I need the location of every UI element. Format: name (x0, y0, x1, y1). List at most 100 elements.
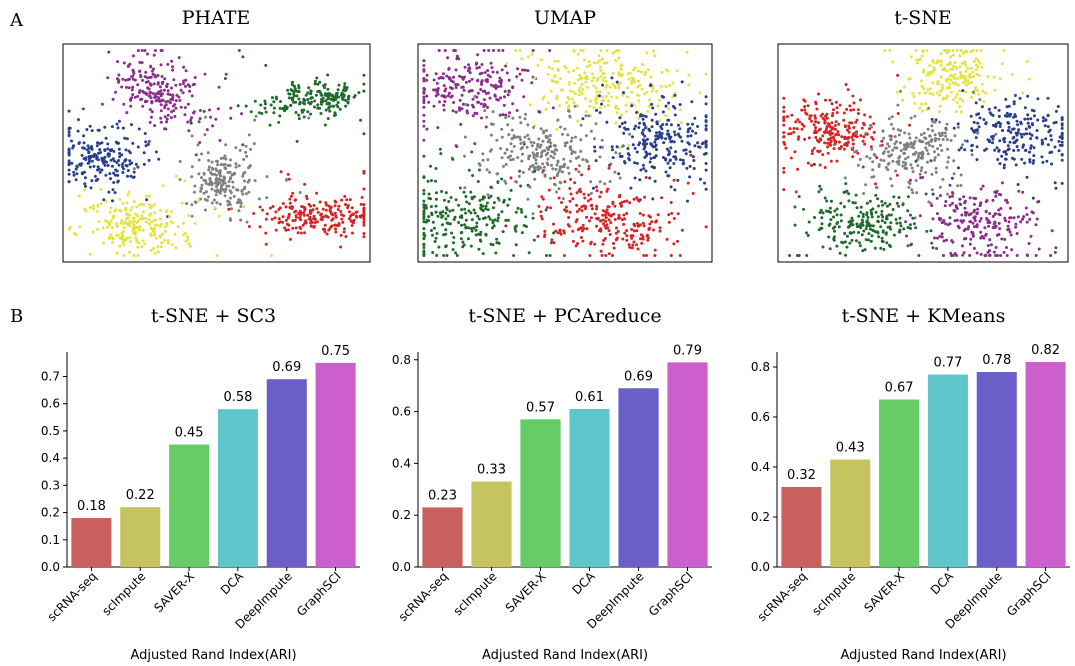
scatter-point (814, 136, 818, 139)
scatter-point (652, 156, 656, 160)
scatter-point (324, 99, 328, 103)
scatter-point (341, 220, 345, 224)
scatter-point (303, 99, 307, 102)
scatter-point (247, 225, 251, 228)
scatter-point (431, 220, 435, 224)
scatter-point (297, 86, 301, 90)
scatter-point (524, 215, 528, 219)
scatter-point (964, 83, 968, 87)
scatter-point (312, 224, 316, 228)
scatter-point (164, 127, 168, 131)
scatter-point (217, 85, 221, 89)
scatter-point (626, 72, 630, 76)
scatter-point (576, 119, 580, 123)
scatter-point (945, 138, 949, 142)
scatter-point (903, 166, 907, 170)
scatter-point (782, 115, 786, 119)
scatter-point (881, 215, 885, 219)
scatter-point (512, 254, 516, 257)
scatter-point (920, 84, 924, 88)
scatter-point (835, 207, 839, 211)
scatter-point (519, 121, 523, 125)
scatter-point (939, 143, 942, 147)
scatter-point (352, 218, 356, 222)
scatter-point (153, 96, 157, 99)
scatter-point (183, 113, 187, 117)
scatter-point (610, 145, 614, 149)
scatter-point (851, 138, 855, 142)
scatter-point (1002, 137, 1006, 141)
scatter-point (1002, 163, 1006, 167)
scatter-point (956, 122, 960, 126)
scatter-point (945, 94, 949, 98)
scatter-point (320, 215, 324, 219)
scatter-point (463, 223, 467, 227)
scatter-point (140, 49, 144, 52)
scatter-point (936, 80, 940, 84)
scatter-point (819, 226, 823, 230)
scatter-point (959, 74, 963, 78)
scatter-point (879, 158, 883, 162)
scatter-point (479, 230, 483, 234)
scatter-point (958, 65, 962, 69)
scatter-point (444, 211, 448, 215)
scatter-point (444, 87, 448, 91)
scatter-point (337, 204, 341, 208)
scatter-point (819, 187, 823, 191)
scatter-point (1035, 129, 1039, 132)
scatter-point (899, 89, 902, 93)
scatter-point (551, 106, 555, 110)
scatter-point (359, 202, 363, 206)
scatter-point (816, 121, 820, 125)
scatter-point (634, 124, 638, 128)
scatter-point (189, 118, 193, 122)
scatter-point (605, 94, 608, 98)
scatter-point (870, 215, 874, 219)
scatter-point (913, 152, 917, 156)
scatter-point (890, 115, 894, 119)
embedding-plots (62, 43, 1069, 263)
scatter-point (299, 211, 303, 215)
scatter-point (495, 97, 499, 101)
scatter-point (599, 190, 603, 194)
scatter-point (584, 114, 588, 118)
scatter-point (906, 155, 910, 159)
scatter-point (917, 58, 921, 62)
scatter-point (467, 90, 471, 93)
scatter-point (600, 99, 604, 103)
scatter-point (530, 144, 534, 148)
scatter-point (587, 164, 591, 168)
scatter-point (1035, 136, 1039, 140)
scatter-point (589, 242, 593, 246)
scatter-point (528, 103, 532, 107)
x-tick-label: scImpute (809, 569, 858, 618)
scatter-point (561, 197, 565, 201)
scatter-point (970, 127, 974, 131)
scatter-point (636, 85, 640, 89)
scatter-point (842, 147, 846, 151)
scatter-point (237, 198, 241, 202)
scatter-point (942, 96, 945, 100)
scatter-point (454, 251, 458, 255)
scatter-point (434, 197, 438, 201)
scatter-point (291, 80, 294, 84)
scatter-point (946, 147, 949, 151)
scatter-point (333, 204, 337, 208)
scatter-point (174, 106, 178, 110)
scatter-point (859, 222, 863, 226)
scatter-point (696, 141, 700, 145)
scatter-point (679, 135, 682, 139)
scatter-point (553, 59, 557, 63)
scatter-point (591, 186, 595, 190)
scatter-point (128, 236, 132, 240)
scatter-point (976, 207, 980, 211)
scatter-point (855, 135, 859, 139)
scatter-point (445, 221, 449, 225)
scatter-point (847, 130, 851, 134)
scatter-point (589, 204, 593, 207)
scatter-point (573, 81, 577, 85)
scatter-point (207, 159, 211, 162)
scatter-point (515, 109, 519, 112)
scatter-point (991, 141, 994, 145)
scatter-point (842, 190, 846, 194)
